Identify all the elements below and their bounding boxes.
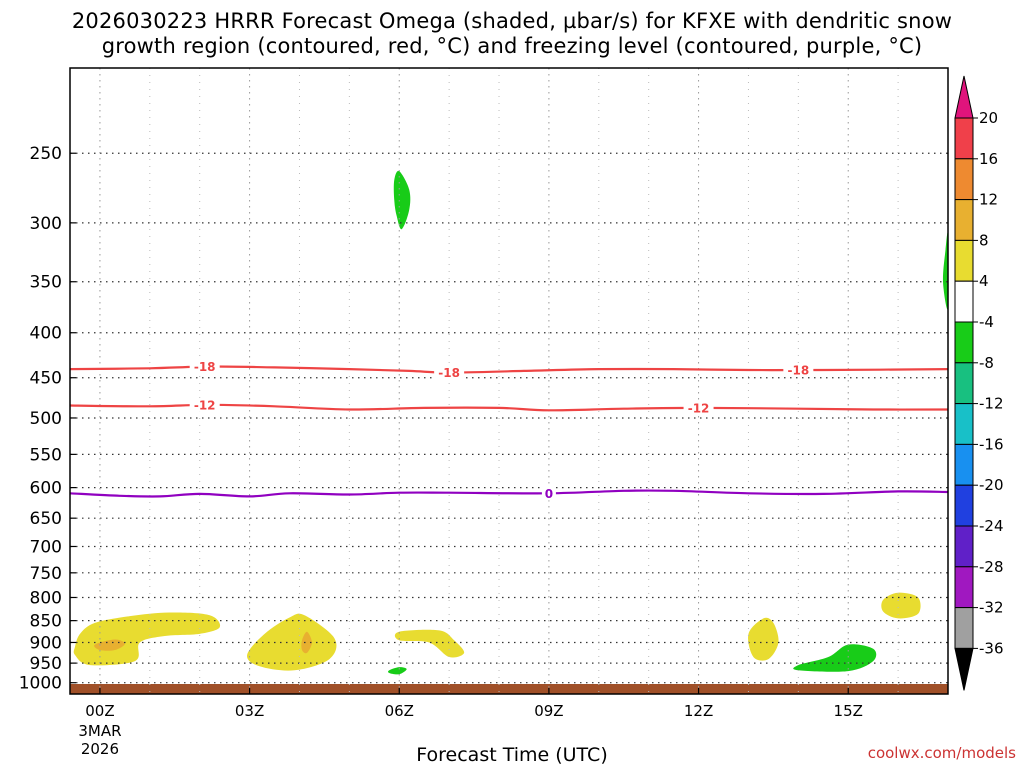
contour-label-bg--12-1 bbox=[683, 400, 714, 415]
ytick-label-650: 650 bbox=[30, 509, 62, 529]
xtick-label-00Z: 00Z bbox=[85, 702, 114, 720]
colorbar-label-11: -28 bbox=[979, 558, 1004, 576]
colorbar-label-2: 12 bbox=[979, 191, 998, 209]
contour-0 bbox=[70, 489, 948, 498]
colorbar-label-4: 4 bbox=[979, 272, 989, 290]
ytick-label-550: 550 bbox=[30, 445, 62, 465]
credit-text[interactable]: coolwx.com/models bbox=[867, 744, 1016, 762]
chart-title-line2: growth region (contoured, red, °C) and f… bbox=[101, 34, 923, 58]
ytick-label-800: 800 bbox=[30, 588, 62, 608]
ytick-label-900: 900 bbox=[30, 633, 62, 653]
colorbar-label-13: -36 bbox=[979, 639, 1004, 657]
colorbar-label-1: 16 bbox=[979, 150, 998, 168]
colorbar-label-7: -12 bbox=[979, 395, 1004, 413]
omega-region-10 bbox=[388, 667, 407, 675]
colorbar-bottom-arrow bbox=[954, 647, 974, 691]
xtick-label-03Z: 03Z bbox=[235, 702, 264, 720]
omega-region-1 bbox=[94, 639, 125, 651]
omega-region-6 bbox=[881, 592, 921, 619]
omega-shading bbox=[73, 170, 948, 675]
ground-band bbox=[70, 684, 948, 694]
y-axis: 2503003504004505005506006507007508008509… bbox=[19, 144, 76, 694]
chart-title-line1: 2026030223 HRRR Forecast Omega (shaded, … bbox=[71, 9, 953, 33]
colorbar-bin-3 bbox=[954, 239, 974, 282]
colorbar-bin-0 bbox=[954, 117, 974, 160]
contours: -18 -18 -18 -12 -12 0 bbox=[70, 359, 948, 501]
ytick-label-450: 450 bbox=[30, 369, 62, 389]
omega-region-5 bbox=[748, 617, 779, 661]
xtick-label-12Z: 12Z bbox=[684, 702, 713, 720]
xtick-label-06Z: 06Z bbox=[385, 702, 414, 720]
ytick-label-350: 350 bbox=[30, 273, 62, 293]
contour-label--12-1: -12 bbox=[688, 401, 710, 415]
colorbar-bin-10 bbox=[954, 525, 974, 568]
omega-region-7 bbox=[393, 170, 411, 230]
colorbar-top-arrow bbox=[954, 75, 974, 119]
colorbar-bin-9 bbox=[954, 484, 974, 527]
contour-label--18-2: -18 bbox=[787, 364, 809, 378]
ytick-label-750: 750 bbox=[30, 564, 62, 584]
colorbar-label-3: 8 bbox=[979, 231, 989, 249]
ytick-label-850: 850 bbox=[30, 612, 62, 632]
x-date-label-0: 3MAR bbox=[78, 722, 121, 740]
x-date-label-1: 2026 bbox=[81, 740, 119, 758]
ytick-label-700: 700 bbox=[30, 537, 62, 557]
contour-label-0-0: 0 bbox=[545, 487, 553, 501]
omega-region-3 bbox=[301, 631, 312, 654]
xtick-label-09Z: 09Z bbox=[534, 702, 563, 720]
ytick-label-300: 300 bbox=[30, 214, 62, 234]
ytick-label-400: 400 bbox=[30, 324, 62, 344]
colorbar-bin-1 bbox=[954, 158, 974, 201]
colorbar-label-0: 20 bbox=[979, 109, 998, 127]
omega-region-2 bbox=[247, 613, 337, 671]
omega-region-8 bbox=[942, 232, 948, 310]
colorbar-bin-12 bbox=[954, 607, 974, 649]
plot-border bbox=[69, 67, 949, 695]
grid bbox=[70, 68, 948, 694]
colorbar-label-10: -24 bbox=[979, 517, 1004, 535]
colorbar-bin-7 bbox=[954, 403, 974, 445]
contour-label-bg--18-1 bbox=[434, 365, 465, 380]
contour-label--12-0: -12 bbox=[194, 398, 216, 412]
ytick-label-950: 950 bbox=[30, 654, 62, 674]
colorbar-bin-8 bbox=[954, 443, 974, 486]
contour-label-bg--18-2 bbox=[783, 363, 814, 378]
colorbar-label-5: -4 bbox=[979, 313, 994, 331]
colorbar-label-12: -32 bbox=[979, 599, 1004, 617]
omega-region-0 bbox=[73, 612, 221, 666]
colorbar-bin-2 bbox=[954, 199, 974, 241]
contour-label--18-1: -18 bbox=[438, 366, 460, 380]
colorbar-label-9: -20 bbox=[979, 476, 1004, 494]
contour-label-bg--18-0 bbox=[189, 359, 220, 374]
colorbar: 20 16 12 8 4 -4 -8 -12 -16 -20 -24 -28 -32 -36 bbox=[954, 75, 1004, 691]
ytick-label-1000: 1000 bbox=[19, 674, 62, 694]
colorbar-bin-5 bbox=[954, 321, 974, 364]
xtick-label-15Z: 15Z bbox=[834, 702, 863, 720]
colorbar-label-8: -16 bbox=[979, 435, 1004, 453]
x-axis-title: Forecast Time (UTC) bbox=[416, 744, 608, 766]
contour-label--18-0: -18 bbox=[194, 360, 216, 374]
plot-frame bbox=[69, 67, 949, 695]
contour-label-bg--12-0 bbox=[189, 397, 220, 412]
colorbar-bin-4 bbox=[954, 280, 974, 323]
contour-label-bg-0-0 bbox=[541, 486, 556, 501]
omega-region-9 bbox=[793, 644, 877, 672]
ytick-label-600: 600 bbox=[30, 479, 62, 499]
colorbar-bin-6 bbox=[954, 362, 974, 405]
ground-band-rect bbox=[70, 684, 948, 694]
ytick-label-250: 250 bbox=[30, 144, 62, 164]
colorbar-label-6: -8 bbox=[979, 354, 994, 372]
ytick-label-500: 500 bbox=[30, 409, 62, 429]
colorbar-bin-11 bbox=[954, 566, 974, 609]
omega-region-4 bbox=[394, 629, 465, 658]
